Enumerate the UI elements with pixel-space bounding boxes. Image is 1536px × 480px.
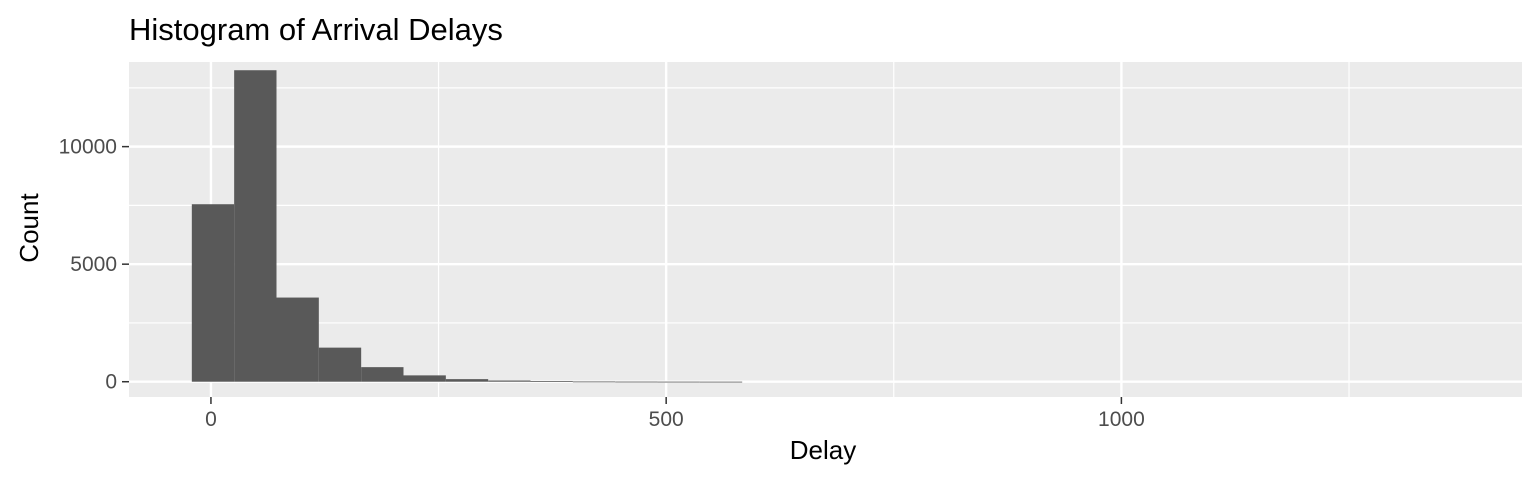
y-tick-label: 10000 <box>59 136 117 159</box>
plot-panel <box>129 62 1522 397</box>
histogram-bar <box>488 380 531 382</box>
histogram-bars <box>191 70 743 383</box>
x-tick-label: 0 <box>205 408 217 431</box>
y-axis: 0 5000 10000 <box>59 136 129 394</box>
histogram-bar <box>615 381 658 383</box>
x-tick-label: 1000 <box>1098 408 1145 431</box>
histogram-bar <box>530 381 573 382</box>
y-axis-title: Count <box>14 193 44 263</box>
histogram-bar <box>234 70 277 382</box>
histogram-bar <box>318 347 362 382</box>
histogram-bar <box>191 204 235 382</box>
x-axis-title: Delay <box>790 435 856 465</box>
minor-gridlines <box>129 62 1522 397</box>
x-tick-label: 500 <box>649 408 684 431</box>
histogram-bar <box>699 381 743 383</box>
y-tick-label: 0 <box>105 371 117 394</box>
histogram-bar <box>657 381 700 383</box>
histogram-bar <box>276 297 319 382</box>
chart-title: Histogram of Arrival Delays <box>129 12 503 47</box>
histogram-bar <box>445 379 489 382</box>
x-axis: 0 500 1000 <box>205 397 1145 431</box>
histogram-bar <box>361 367 404 382</box>
histogram-bar <box>403 375 446 382</box>
y-tick-label: 5000 <box>70 253 117 276</box>
histogram-bar <box>572 381 616 383</box>
